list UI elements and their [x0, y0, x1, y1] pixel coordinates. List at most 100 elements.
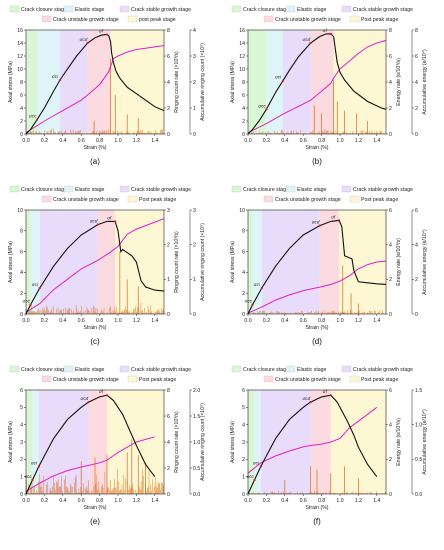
x-axis-label: Strain (%) [305, 145, 328, 151]
y-tick-label: 8 [242, 229, 245, 235]
y-tick-label: 12 [239, 54, 245, 60]
x-tick-label: 1.4 [151, 138, 158, 144]
legend-swatch [9, 185, 20, 193]
y-tick-label-right2: 3 [193, 54, 196, 60]
legend-label: Post peak stage [361, 197, 398, 203]
threshold-label: σci [31, 460, 38, 465]
stage-region [252, 210, 262, 314]
y-tick-label: 8 [20, 80, 23, 86]
panel-caption: (a) [90, 157, 100, 166]
threshold-label: σcd [90, 219, 98, 224]
threshold-point [35, 118, 39, 121]
x-tick-label: 0.2 [41, 318, 48, 324]
y-tick-label: 2 [242, 119, 245, 125]
stage-region [97, 210, 116, 314]
threshold-point [29, 303, 32, 306]
y-tick-label-right1: 2 [167, 106, 170, 112]
legend-swatch [341, 365, 352, 373]
y-tick-label-right2: 1 [193, 277, 196, 283]
y-tick-label: 1 [20, 474, 23, 480]
y-tick-label-right2: 0.5 [415, 457, 422, 463]
y-tick-label-right1: 8 [389, 28, 392, 34]
legend-swatch [285, 365, 296, 373]
legend-label: Elastic stage [297, 7, 327, 13]
y-tick-label: 5 [242, 405, 245, 411]
y-tick-label-right1: 0 [389, 492, 392, 498]
y-tick-label: 10 [17, 67, 23, 73]
x-tick-label: 0.8 [96, 498, 103, 504]
legend-label: Crack unstable growth stage [53, 197, 119, 203]
stage-region [88, 390, 107, 494]
threshold-point [309, 41, 312, 45]
chart-panel-b: Crack closure stage Elastic stage Crack st… [230, 5, 428, 166]
legend-label: Elastic stage [75, 367, 105, 373]
y-tick-label-right2: 2 [415, 106, 418, 112]
threshold-point [309, 401, 312, 404]
threshold-point [87, 401, 90, 404]
y-tick-label-right2: 0 [193, 312, 196, 318]
stage-region [319, 210, 340, 314]
y-tick-label: 3 [242, 440, 245, 446]
stress-series [247, 219, 387, 315]
cumulative-series [247, 406, 378, 474]
legend-label: Crack unstable growth stage [53, 17, 119, 23]
y-tick-label-right1: 2 [389, 277, 392, 283]
y-axis-label-right2: Accumulative ringing count (×10⁵) [200, 223, 206, 301]
y-tick-label: 0 [20, 132, 23, 138]
stage-region [248, 210, 253, 314]
threshold-label: σf [107, 215, 112, 220]
panel-caption: (e) [90, 517, 100, 526]
legend-swatch [349, 195, 360, 203]
legend-swatch [63, 185, 74, 193]
y-tick-label: 16 [239, 28, 245, 34]
threshold-point [105, 33, 109, 36]
threshold-label: σci [32, 282, 39, 287]
x-tick-label: 0.8 [318, 498, 325, 504]
y-tick-label-right2: 0.0 [193, 492, 200, 498]
y-tick-label-right1: 0 [167, 132, 170, 138]
y-tick-label: 3 [20, 440, 23, 446]
stress-series [247, 394, 378, 495]
x-tick-label: 0.8 [96, 318, 103, 324]
y-tick-label: 2 [20, 291, 23, 297]
threshold-label: σci [253, 460, 260, 465]
y-tick-label: 6 [20, 249, 23, 255]
threshold-label: σcd [303, 37, 311, 42]
x-tick-label: 1.2 [133, 498, 140, 504]
threshold-point [58, 78, 62, 82]
y-tick-label-right1: 8 [167, 28, 170, 34]
legend-swatch [285, 185, 296, 193]
panel-caption: (b) [312, 157, 322, 166]
stress-series [25, 220, 165, 315]
x-tick-label: 0.4 [59, 138, 66, 144]
threshold-point [31, 479, 34, 482]
x-tick-label: 1.4 [373, 138, 380, 144]
y-tick-label: 2 [20, 119, 23, 125]
cumulative-series [247, 39, 387, 134]
y-axis-label-right2: Accumulative energy (e/10⁴) [422, 229, 428, 295]
legend-label: Post peak stage [361, 17, 398, 23]
stage-region [26, 390, 33, 494]
y-tick-label-right1: 6 [167, 54, 170, 60]
plot-frame [247, 209, 387, 315]
y-tick-label-right1: 6 [389, 54, 392, 60]
x-tick-label: 0.4 [59, 318, 66, 324]
x-tick-label: 1.4 [151, 498, 158, 504]
y-tick-label: 4 [20, 106, 23, 112]
x-tick-label: 0.2 [41, 138, 48, 144]
legend-label: Crack unstable growth stage [275, 197, 341, 203]
y-tick-label-right2: 3 [193, 208, 196, 214]
stage-region [26, 30, 38, 134]
x-tick-label: 0.2 [41, 498, 48, 504]
legend-label: Post peak stage [139, 197, 176, 203]
y-tick-label: 12 [17, 54, 23, 60]
legend-label: Crack stable growth stage [353, 7, 413, 13]
y-axis-label-right1: Energy rate (e/10³/s) [396, 238, 402, 286]
y-axis-label-left: Axial stress (MPa) [8, 241, 14, 283]
x-axis-label: Strain (%) [305, 325, 328, 331]
x-tick-label: 1.0 [336, 318, 343, 324]
x-tick-label: 1.2 [133, 318, 140, 324]
cumulative-series [25, 436, 155, 492]
legend-swatch [119, 5, 130, 13]
threshold-point [329, 394, 332, 397]
